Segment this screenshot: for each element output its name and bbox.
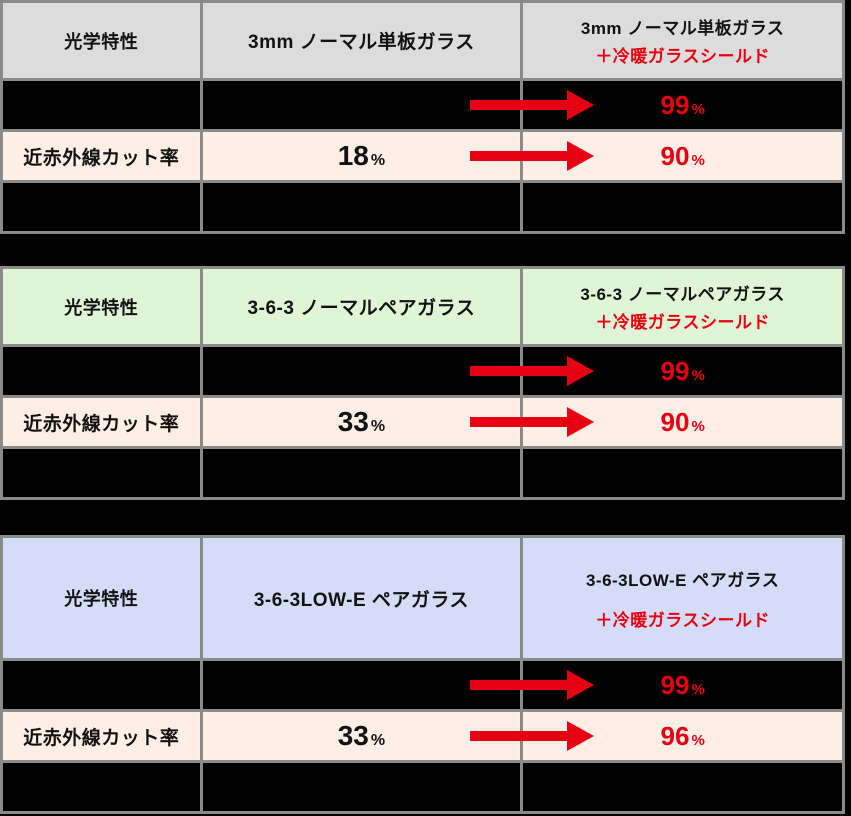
redacted-row bbox=[3, 180, 842, 231]
header-cell-base-glass: 3-6-3 ノーマルペアガラス bbox=[199, 269, 521, 344]
infrared-cut-row: 近赤外線カット率 33% 90% bbox=[3, 395, 842, 446]
row-label-cell: 近赤外線カット率 bbox=[3, 132, 200, 180]
header-cell-optical-property: 光学特性 bbox=[3, 269, 200, 344]
optical-property-label: 光学特性 bbox=[64, 589, 139, 609]
shield-value: 99% bbox=[660, 355, 705, 386]
infrared-cut-row: 近赤外線カット率 18% 90% bbox=[3, 129, 842, 180]
optical-property-label: 光学特性 bbox=[64, 297, 139, 318]
row-label-cell bbox=[3, 183, 200, 231]
redacted-row bbox=[3, 760, 842, 811]
row-label-cell bbox=[3, 763, 200, 811]
header-cell-base-glass: 3-6-3LOW-E ペアガラス bbox=[199, 538, 521, 658]
base-glass-label: 3-6-3LOW-E ペアガラス bbox=[253, 589, 470, 611]
row-label-cell bbox=[3, 449, 200, 497]
base-glass-label: 3mm ノーマル単板ガラス bbox=[248, 32, 475, 53]
value-cell: 33% bbox=[199, 712, 521, 760]
redacted-row: 99% bbox=[3, 344, 842, 395]
base-glass-label: 3-6-3 ノーマルペアガラス bbox=[247, 298, 476, 319]
result-cell bbox=[520, 449, 842, 497]
row-label-cell: 近赤外線カット率 bbox=[3, 712, 200, 760]
shield-glass-label: 3mm ノーマル単板ガラス ＋冷暖ガラスシールド bbox=[581, 14, 785, 67]
result-cell bbox=[520, 183, 842, 231]
comparison-table-363-lowe-pair: 光学特性 3-6-3LOW-E ペアガラス 3-6-3LOW-E ペアガラス ＋… bbox=[0, 535, 845, 814]
value-cell: 18% bbox=[199, 132, 521, 180]
row-label: 近赤外線カット率 bbox=[23, 727, 180, 749]
value-cell bbox=[199, 449, 521, 497]
shield-glass-line1: 3mm ノーマル単板ガラス bbox=[580, 19, 785, 38]
optical-property-label: 光学特性 bbox=[64, 31, 139, 52]
arrow-right-icon bbox=[470, 141, 594, 171]
value-cell bbox=[199, 763, 521, 811]
header-cell-optical-property: 光学特性 bbox=[3, 538, 200, 658]
header-cell-shield-glass: 3-6-3 ノーマルペアガラス ＋冷暖ガラスシールド bbox=[520, 269, 842, 344]
row-label-cell: 近赤外線カット率 bbox=[3, 398, 200, 446]
shield-glass-label: 3-6-3LOW-E ペアガラス ＋冷暖ガラスシールド bbox=[586, 566, 779, 631]
shield-glass-line2: ＋冷暖ガラスシールド bbox=[595, 313, 770, 332]
arrow-right-icon bbox=[470, 407, 594, 437]
shield-value: 99% bbox=[660, 669, 705, 700]
header-row: 光学特性 3-6-3 ノーマルペアガラス 3-6-3 ノーマルペアガラス ＋冷暖… bbox=[3, 269, 842, 344]
header-cell-shield-glass: 3-6-3LOW-E ペアガラス ＋冷暖ガラスシールド bbox=[520, 538, 842, 658]
row-label-cell bbox=[3, 81, 200, 129]
shield-value: 96% bbox=[660, 720, 705, 751]
arrow-right-icon bbox=[470, 721, 594, 751]
infrared-cut-row: 近赤外線カット率 33% 96% bbox=[3, 709, 842, 760]
comparison-table-363-pair: 光学特性 3-6-3 ノーマルペアガラス 3-6-3 ノーマルペアガラス ＋冷暖… bbox=[0, 266, 845, 500]
shield-glass-line2: ＋冷暖ガラスシールド bbox=[595, 47, 770, 66]
redacted-row: 99% bbox=[3, 658, 842, 709]
row-label: 近赤外線カット率 bbox=[23, 147, 180, 169]
redacted-row: 99% bbox=[3, 78, 842, 129]
value-cell bbox=[199, 183, 521, 231]
header-row: 光学特性 3mm ノーマル単板ガラス 3mm ノーマル単板ガラス ＋冷暖ガラスシ… bbox=[3, 3, 842, 78]
arrow-right-icon bbox=[470, 356, 594, 386]
comparison-table-3mm-single: 光学特性 3mm ノーマル単板ガラス 3mm ノーマル単板ガラス ＋冷暖ガラスシ… bbox=[0, 0, 845, 234]
row-label-cell bbox=[3, 347, 200, 395]
shield-value: 99% bbox=[660, 89, 705, 120]
value-cell: 33% bbox=[199, 398, 521, 446]
header-cell-base-glass: 3mm ノーマル単板ガラス bbox=[199, 3, 521, 78]
shield-glass-line1: 3-6-3 ノーマルペアガラス bbox=[580, 285, 785, 304]
shield-value: 90% bbox=[660, 140, 705, 171]
shield-glass-label: 3-6-3 ノーマルペアガラス ＋冷暖ガラスシールド bbox=[580, 280, 785, 333]
arrow-right-icon bbox=[470, 670, 594, 700]
base-value: 33% bbox=[337, 406, 386, 437]
base-value: 18% bbox=[337, 140, 386, 171]
base-value: 33% bbox=[337, 720, 386, 751]
row-label: 近赤外線カット率 bbox=[23, 413, 180, 435]
header-cell-optical-property: 光学特性 bbox=[3, 3, 200, 78]
arrow-right-icon bbox=[470, 90, 594, 120]
result-cell bbox=[520, 763, 842, 811]
shield-glass-line2: ＋冷暖ガラスシールド bbox=[595, 610, 770, 630]
value-cell bbox=[199, 81, 521, 129]
redacted-row bbox=[3, 446, 842, 497]
shield-value: 90% bbox=[660, 406, 705, 437]
header-row: 光学特性 3-6-3LOW-E ペアガラス 3-6-3LOW-E ペアガラス ＋… bbox=[3, 538, 842, 658]
value-cell bbox=[199, 347, 521, 395]
result-cell: 90% bbox=[520, 132, 842, 180]
value-cell bbox=[199, 661, 521, 709]
header-cell-shield-glass: 3mm ノーマル単板ガラス ＋冷暖ガラスシールド bbox=[520, 3, 842, 78]
row-label-cell bbox=[3, 661, 200, 709]
shield-glass-line1: 3-6-3LOW-E ペアガラス bbox=[585, 570, 780, 590]
